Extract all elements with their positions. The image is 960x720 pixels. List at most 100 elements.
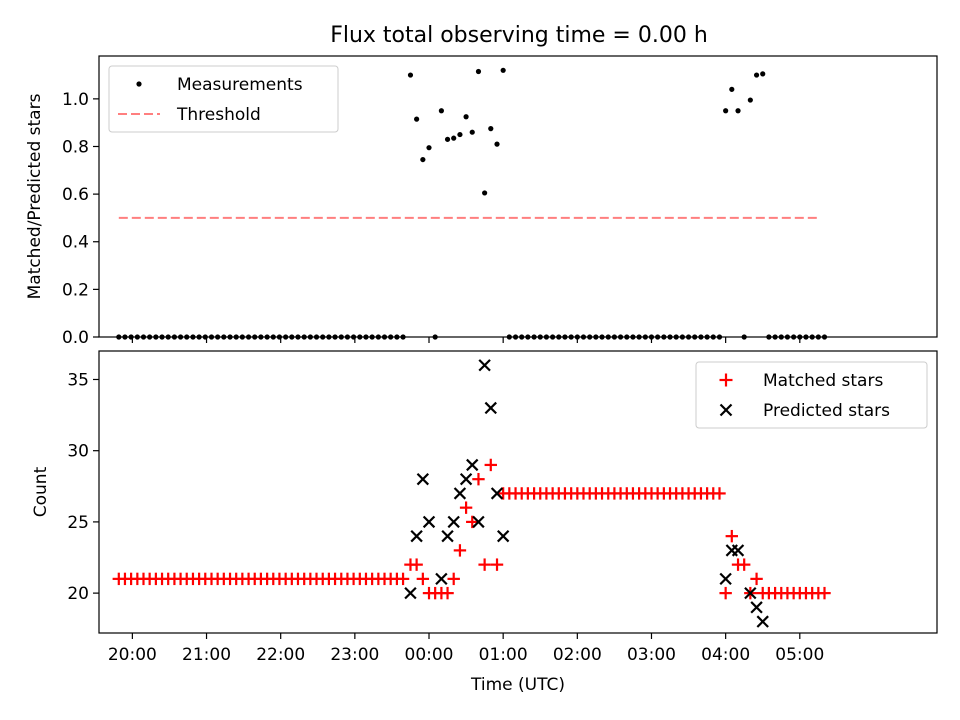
top-chart-title: Flux total observing time = 0.00 h: [330, 23, 708, 48]
top-plot-frame: [98, 55, 938, 338]
predicted-star-marker: [404, 586, 417, 600]
measurement-point: [500, 67, 506, 73]
bottom-y-tick-label: 30: [67, 442, 89, 462]
measurement-point: [729, 86, 735, 92]
bottom-x-tick-label: 00:00: [405, 645, 454, 665]
matched-star-marker: [396, 572, 410, 586]
measurement-point: [494, 141, 500, 147]
matched-star-marker: [416, 572, 430, 586]
predicted-star-marker: [478, 359, 491, 372]
threshold-legend-label: Threshold: [176, 105, 261, 125]
predicted-star-marker: [416, 473, 430, 486]
measurement-point: [723, 108, 729, 114]
measurement-point: [444, 136, 451, 142]
top-y-axis-label: Matched/Predicted stars: [25, 93, 45, 299]
top-legend-box: [108, 65, 339, 133]
predicted-star-marker: [466, 458, 479, 472]
predicted-star-marker: [750, 601, 763, 614]
top-y-tick-label: 0.0: [62, 328, 89, 348]
top-y-tick-label: 0.6: [62, 185, 89, 205]
matched-star-marker: [490, 558, 504, 571]
measurement-point: [735, 108, 741, 114]
predicted-star-marker: [459, 473, 473, 486]
bottom-y-axis-label: Count: [31, 466, 51, 517]
predicted-star-marker: [719, 572, 732, 586]
matched-stars-legend-marker: [719, 373, 733, 387]
matched-star-marker: [750, 572, 763, 586]
top-y-tick-label: 0.4: [62, 233, 89, 253]
measurement-point: [760, 71, 766, 77]
bottom-x-tick-label: 23:00: [330, 645, 379, 665]
bottom-x-tick-label: 21:00: [182, 645, 231, 665]
matched-star-marker: [447, 572, 460, 586]
measurement-point: [414, 116, 420, 122]
predicted-star-marker: [731, 544, 745, 557]
measurement-point: [753, 72, 760, 78]
measurement-point: [463, 114, 469, 120]
matched-star-marker: [818, 586, 831, 600]
bottom-plot: 20:00 21:00 22:00 23:00 00:00 01:00 02:00 03:00…: [31, 350, 938, 695]
matched-star-marker: [478, 558, 491, 571]
predicted-star-marker: [453, 487, 467, 500]
top-y-tick-label: 0.2: [62, 280, 89, 300]
matched-star-marker: [484, 458, 497, 472]
top-plot-axes: 0.0 0.2 0.4 0.6 0.8 1.0: [62, 90, 801, 348]
predicted-star-marker: [490, 487, 504, 500]
bottom-x-tick-label: 04:00: [701, 645, 750, 665]
measurement-point: [475, 68, 482, 75]
predicted-star-marker: [447, 515, 460, 529]
bottom-x-tick-label: 02:00: [553, 645, 602, 665]
predicted-stars-legend-marker: [719, 403, 733, 417]
bottom-y-tick-label: 20: [67, 584, 89, 604]
matched-stars-legend-label: Matched stars: [763, 371, 883, 391]
bottom-legend: Matched stars Predicted stars: [695, 361, 928, 429]
top-y-tick-label: 0.8: [62, 137, 89, 157]
measurements-legend-label: Measurements: [177, 75, 303, 95]
bottom-x-tick-label: 03:00: [627, 645, 676, 665]
measurement-point: [426, 145, 432, 151]
bottom-plot-axes: 20:00 21:00 22:00 23:00 00:00 01:00 02:00 03:00…: [67, 370, 824, 665]
bottom-y-tick-label: 25: [67, 513, 89, 533]
measurements-legend-marker: [136, 81, 142, 87]
top-y-tick-label: 1.0: [62, 90, 89, 110]
bottom-x-tick-label: 22:00: [256, 645, 305, 665]
predicted-star-marker: [496, 529, 510, 543]
measurement-point: [451, 135, 457, 141]
bottom-x-tick-label: 05:00: [775, 645, 824, 665]
predicted-stars-legend-label: Predicted stars: [763, 401, 890, 421]
predicted-star-marker: [410, 529, 423, 543]
x-axis-label: Time (UTC): [470, 675, 565, 695]
matched-star-marker: [453, 544, 467, 557]
matched-star-marker: [472, 472, 485, 486]
bottom-plot-markers: [112, 359, 831, 628]
matched-star-marker: [725, 529, 739, 543]
top-plot: 0.0 0.2 0.4 0.6 0.8 1.0 Matched/Predicted sta…: [25, 55, 938, 348]
measurement-point: [469, 129, 475, 135]
measurement-point: [438, 108, 444, 114]
measurement-point: [420, 156, 426, 163]
bottom-plot-frame: [98, 350, 938, 634]
top-legend: Measurements Threshold: [108, 65, 339, 133]
measurement-point: [457, 131, 463, 138]
matched-star-marker: [410, 558, 423, 571]
predicted-star-marker: [744, 586, 757, 600]
bottom-legend-box: [695, 361, 928, 429]
predicted-star-marker: [441, 529, 454, 543]
predicted-star-marker: [472, 515, 485, 529]
matched-star-marker: [713, 487, 726, 500]
predicted-star-marker: [756, 615, 769, 628]
bottom-x-tick-label: 20:00: [108, 645, 157, 665]
predicted-star-marker: [484, 401, 497, 415]
predicted-star-marker: [435, 572, 448, 586]
measurement-point: [482, 190, 488, 196]
matched-star-marker: [466, 515, 479, 529]
predicted-star-marker: [422, 515, 436, 529]
matched-star-marker: [441, 586, 454, 600]
matched-star-marker: [459, 501, 473, 514]
bottom-x-tick-label: 01:00: [479, 645, 528, 665]
measurement-point: [407, 72, 414, 78]
measurement-point: [747, 97, 753, 103]
matched-star-marker: [737, 558, 751, 571]
matched-star-marker: [719, 586, 732, 600]
